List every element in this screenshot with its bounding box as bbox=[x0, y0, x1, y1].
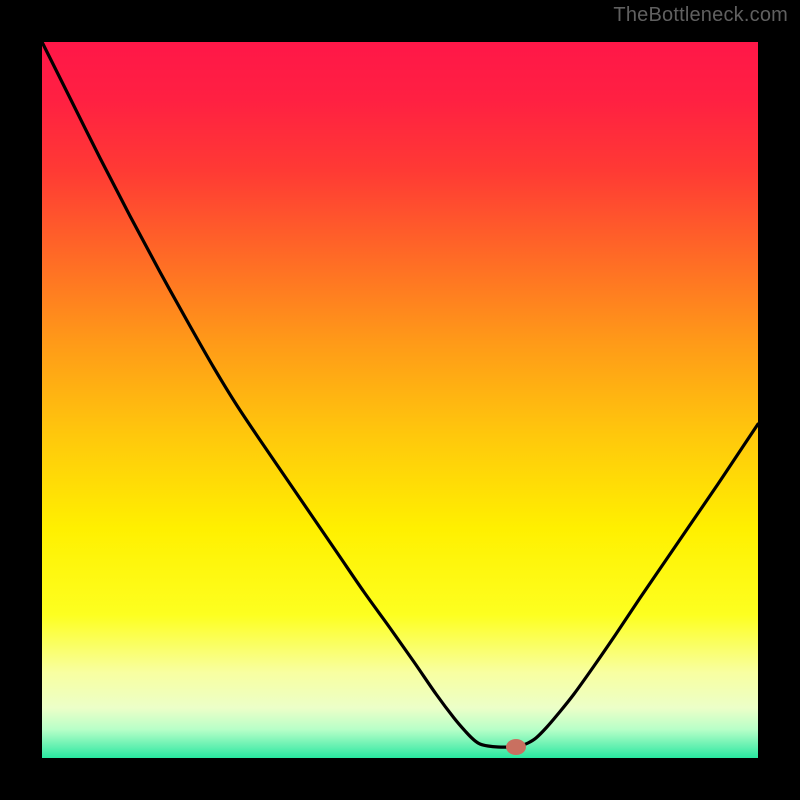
chart-container: TheBottleneck.com bbox=[0, 0, 800, 800]
bottleneck-chart bbox=[0, 0, 800, 800]
plot-background bbox=[42, 42, 758, 758]
watermark-text: TheBottleneck.com bbox=[613, 4, 788, 27]
operating-point-marker bbox=[506, 739, 526, 755]
